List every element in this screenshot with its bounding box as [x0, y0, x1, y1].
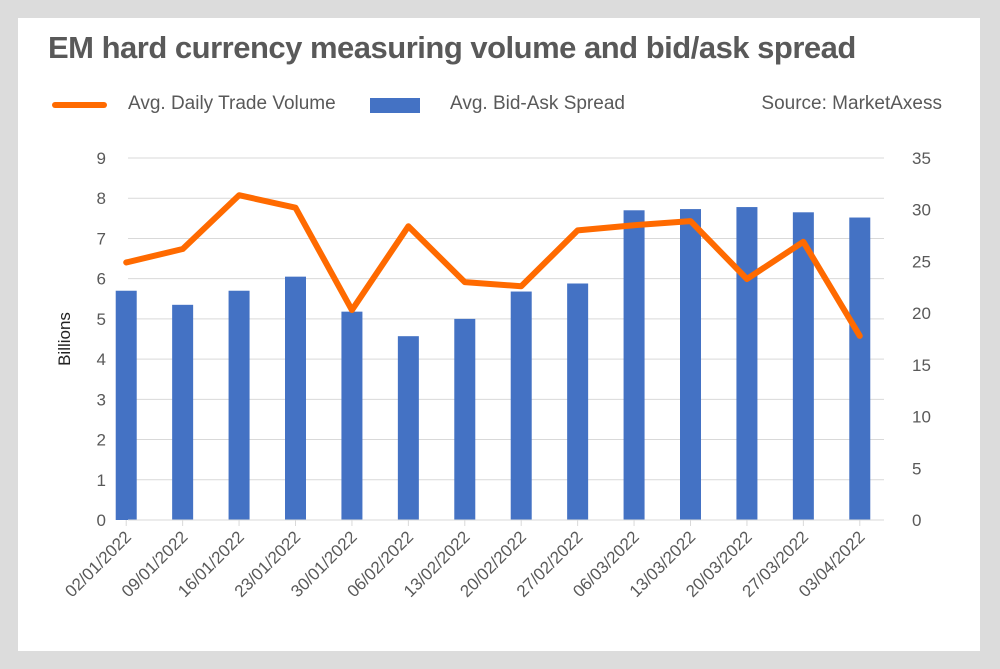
- y2-tick-label: 15: [912, 356, 931, 375]
- bar: [567, 283, 589, 520]
- y2-tick-label: 10: [912, 408, 931, 427]
- legend-bar-swatch: [370, 98, 420, 113]
- y-tick-label: 3: [97, 390, 106, 409]
- source-note: Source: MarketAxess: [761, 93, 942, 114]
- y-tick-label: 8: [97, 189, 106, 208]
- bar: [228, 290, 250, 520]
- legend-bar-label: Avg. Bid-Ask Spread: [450, 93, 625, 114]
- legend: Avg. Daily Trade Volume Avg. Bid-Ask Spr…: [48, 90, 958, 120]
- bar: [510, 291, 532, 520]
- bar: [115, 290, 137, 520]
- bar: [736, 207, 758, 520]
- y2-tick-label: 0: [912, 511, 921, 530]
- y-tick-label: 9: [97, 149, 106, 168]
- chart-card: EM hard currency measuring volume and bi…: [18, 18, 980, 651]
- y2-tick-label: 25: [912, 252, 931, 271]
- y-tick-label: 2: [97, 431, 106, 450]
- y2-tick-label: 30: [912, 201, 931, 220]
- bar: [792, 212, 814, 521]
- bar: [172, 304, 194, 520]
- y-tick-label: 0: [97, 511, 106, 530]
- bar: [623, 210, 645, 521]
- y-axis-title: Billions: [55, 312, 74, 366]
- bar: [285, 276, 306, 520]
- y-tick-label: 1: [97, 471, 106, 490]
- y2-tick-label: 20: [912, 304, 931, 323]
- chart-plot: 012345678905101520253035Billions02/01/20…: [55, 149, 931, 601]
- y-tick-label: 4: [97, 350, 106, 369]
- y2-tick-label: 5: [912, 459, 921, 478]
- bar: [849, 217, 871, 521]
- y2-tick-label: 35: [912, 149, 931, 168]
- bar: [454, 318, 476, 520]
- bar: [341, 311, 363, 520]
- bar: [680, 209, 701, 521]
- legend-line-label: Avg. Daily Trade Volume: [128, 93, 336, 114]
- y-tick-label: 6: [97, 270, 106, 289]
- chart-title: EM hard currency measuring volume and bi…: [48, 30, 856, 65]
- legend-line-swatch: [52, 102, 107, 108]
- y-tick-label: 5: [97, 310, 106, 329]
- y-tick-label: 7: [97, 229, 106, 248]
- bar: [397, 336, 419, 520]
- line-series: [123, 192, 863, 339]
